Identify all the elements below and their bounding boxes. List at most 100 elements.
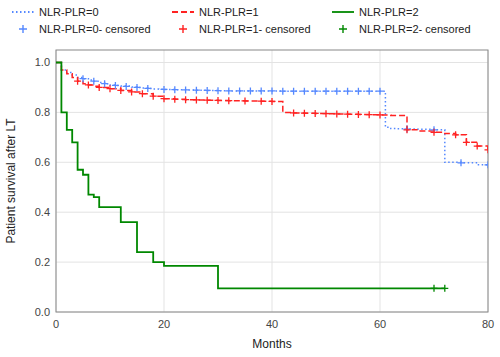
y-axis-label: Patient survival after LT — [4, 118, 18, 244]
censor-mark — [74, 78, 81, 85]
censor-mark — [123, 83, 130, 90]
censor-mark — [404, 126, 411, 133]
x-tick-label: 80 — [482, 318, 494, 330]
censor-mark — [247, 87, 254, 94]
grid-line-y — [56, 112, 488, 113]
censor-mark — [452, 131, 459, 138]
censor-mark — [90, 78, 97, 85]
censor-mark — [204, 97, 211, 104]
censor-mark — [344, 88, 351, 95]
censor-mark — [161, 95, 168, 102]
grid — [56, 50, 488, 312]
grid-line-y — [56, 62, 488, 63]
legend-swatch — [172, 11, 194, 13]
censor-mark — [301, 88, 308, 95]
censor-mark — [171, 96, 178, 103]
censor-mark — [128, 88, 135, 95]
censor-mark — [463, 139, 470, 146]
censor-mark — [377, 111, 384, 118]
censor-marks — [74, 78, 488, 154]
legend-swatch — [332, 11, 354, 13]
censor-mark — [193, 96, 200, 103]
censor-mark — [107, 85, 114, 92]
censor-marks — [80, 75, 489, 168]
legend-label: NLR-PLR=0 — [39, 6, 99, 18]
grid-line-y — [56, 262, 488, 263]
censor-mark — [279, 88, 286, 95]
censor-mark — [323, 88, 330, 95]
y-tick-label: 0.6 — [35, 156, 50, 168]
censor-mark — [312, 88, 319, 95]
censor-mark — [139, 90, 146, 97]
legend-label: NLR-PLR=2- censored — [359, 23, 471, 35]
x-axis-label: Months — [252, 337, 291, 351]
censor-mark — [117, 87, 124, 94]
legend-label: NLR-PLR=2 — [359, 6, 419, 18]
censor-mark — [333, 88, 340, 95]
legend-swatch — [12, 11, 34, 13]
legend-label: NLR-PLR=1 — [199, 6, 259, 18]
legend-label: NLR-PLR=1- censored — [199, 23, 311, 35]
censor-mark — [485, 146, 489, 153]
censor-mark — [269, 87, 276, 94]
censor-mark — [431, 129, 438, 136]
censor-mark — [193, 87, 200, 94]
censor-mark — [144, 85, 151, 92]
plot-frame — [56, 50, 488, 312]
censor-mark — [161, 86, 168, 93]
censor-mark — [301, 110, 308, 117]
legend-swatch — [19, 25, 27, 33]
censor-mark — [134, 84, 141, 91]
censor-marks — [431, 285, 449, 292]
censor-mark — [290, 88, 297, 95]
censor-mark — [215, 87, 222, 94]
censor-mark — [404, 126, 411, 133]
censor-mark — [474, 143, 481, 150]
censor-mark — [182, 96, 189, 103]
y-tick-label: 0.8 — [35, 106, 50, 118]
censor-mark — [225, 97, 232, 104]
x-tick-label: 0 — [53, 318, 59, 330]
x-tick-label: 20 — [158, 318, 170, 330]
y-tick-label: 0.4 — [35, 206, 50, 218]
legend-label: NLR-PLR=0- censored — [39, 23, 151, 35]
censor-mark — [215, 97, 222, 104]
censor-mark — [377, 88, 384, 95]
censor-mark — [431, 285, 438, 292]
censor-mark — [258, 87, 265, 94]
censor-mark — [485, 161, 489, 168]
censor-mark — [355, 88, 362, 95]
censor-mark — [258, 98, 265, 105]
legend-swatch — [339, 25, 347, 33]
censor-mark — [355, 111, 362, 118]
censor-mark — [242, 97, 249, 104]
censor-mark — [236, 87, 243, 94]
censor-mark — [171, 86, 178, 93]
chart: 0204060800.00.20.40.60.81.0MonthsPatient… — [0, 0, 500, 357]
legend-swatch — [179, 25, 187, 33]
y-tick-label: 1.0 — [35, 56, 50, 68]
survival-line — [56, 62, 488, 164]
censor-mark — [441, 285, 448, 292]
survival-line — [56, 62, 445, 288]
censor-mark — [101, 80, 108, 87]
censor-mark — [344, 111, 351, 118]
y-tick-label: 0.0 — [35, 306, 50, 318]
x-tick-label: 40 — [266, 318, 278, 330]
censor-mark — [333, 110, 340, 117]
censor-mark — [204, 87, 211, 94]
censor-mark — [85, 81, 92, 88]
x-tick-label: 60 — [374, 318, 386, 330]
censor-mark — [290, 109, 297, 116]
plot-area — [56, 62, 488, 291]
grid-line-y — [56, 162, 488, 163]
censor-mark — [323, 110, 330, 117]
censor-mark — [458, 159, 465, 166]
censor-mark — [150, 93, 157, 100]
censor-mark — [182, 86, 189, 93]
censor-mark — [366, 88, 373, 95]
censor-mark — [112, 82, 119, 89]
censor-mark — [269, 98, 276, 105]
censor-mark — [366, 111, 373, 118]
background — [0, 0, 500, 357]
